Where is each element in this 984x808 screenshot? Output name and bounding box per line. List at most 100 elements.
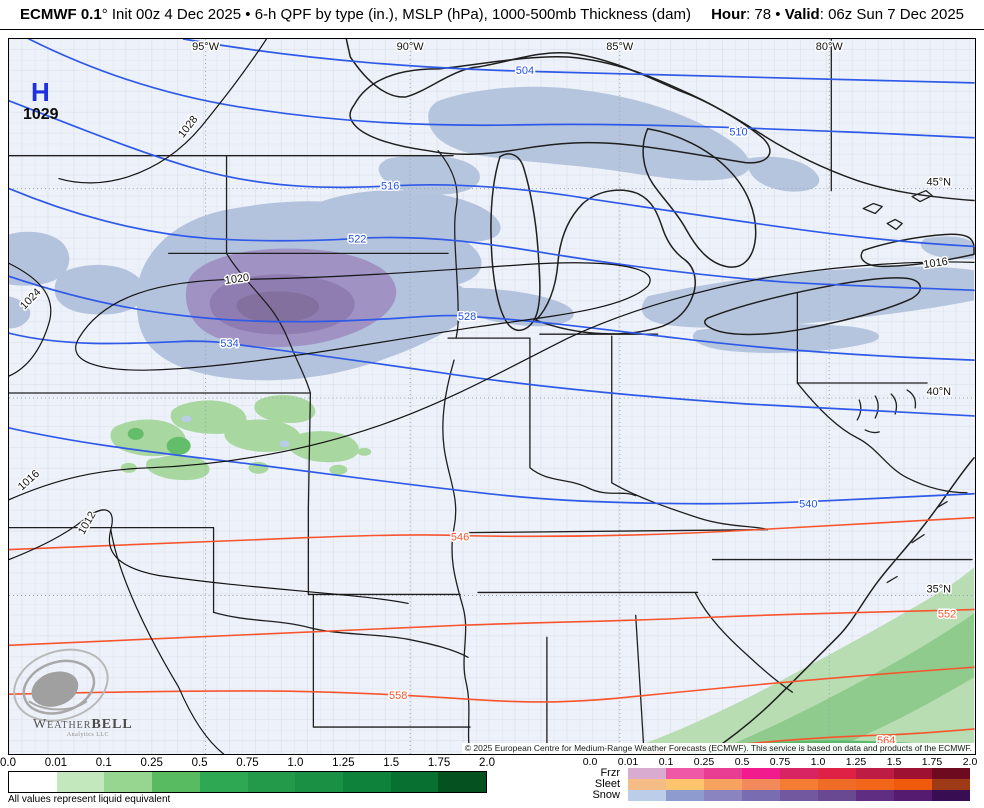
high-value: 1029 (23, 106, 59, 123)
type-color-cell (628, 790, 666, 801)
type-tick-label: 2.0 (962, 756, 978, 768)
type-row-label: Frzr (600, 767, 620, 779)
type-color-cell (742, 768, 780, 779)
contour-label-522: 522 (348, 233, 366, 245)
type-color-cell (856, 768, 894, 779)
high-pressure-marker: H 1029 (23, 79, 59, 123)
logo-text: WeatherBELL (33, 717, 133, 732)
weatherbell-logo: WeatherBELL Analytics LLC (13, 648, 133, 738)
latitude-label: 40°N (927, 386, 952, 398)
map-title-detail: ° Init 00z 4 Dec 2025 • 6-h QPF by type … (101, 6, 691, 23)
rain-tick-label: 0.75 (236, 757, 259, 769)
map-title: ECMWF 0.1° Init 00z 4 Dec 2025 • 6-h QPF… (20, 6, 691, 23)
type-tick-label: 0.1 (658, 756, 674, 768)
rain-tick-label: 1.25 (332, 757, 355, 769)
type-row: Frzr (560, 768, 978, 779)
county-grid (9, 39, 975, 754)
type-color-cell (666, 768, 704, 779)
type-color-cell (704, 768, 742, 779)
rain-color-cell (247, 772, 296, 792)
contour-label-516: 516 (381, 181, 399, 193)
type-tick-label: 0.01 (617, 756, 639, 768)
rain-color-cell (438, 772, 487, 792)
rain-tick-label: 0.1 (95, 757, 112, 769)
type-row-label: Snow (592, 789, 620, 801)
latitude-label: 35°N (927, 583, 952, 595)
type-color-cell (818, 768, 856, 779)
type-color-cell (628, 768, 666, 779)
contour-label-528: 528 (458, 311, 476, 323)
rain-shading (110, 282, 975, 754)
qpf-legend-types: 0.0 0.01 0.1 0.25 0.5 0.75 1.0 1.25 1.5 1.75 2.0 F… (560, 756, 978, 806)
type-tick-label: 1.75 (921, 756, 943, 768)
longitude-label: 80°W (816, 41, 844, 53)
type-color-cell (894, 790, 932, 801)
contour-label-546: 546 (451, 532, 469, 544)
weather-map: 504 510 516 522 528 534 540 546 552 558 564 1028 102… (8, 38, 976, 755)
longitude-label: 95°W (192, 41, 220, 53)
qpf-legend-rain: 0.0 0.01 0.1 0.25 0.5 0.75 1.0 1.25 1.5 1.75 2.0 A… (0, 757, 495, 807)
thickness-contours-blue (9, 39, 975, 505)
type-scale-ticks: 0.0 0.01 0.1 0.25 0.5 0.75 1.0 1.25 1.5 1.75 2.0 (560, 756, 978, 768)
type-color-cell (628, 779, 666, 790)
type-tick-label: 1.0 (810, 756, 826, 768)
type-row: Sleet (560, 779, 978, 790)
contour-label-510: 510 (729, 127, 747, 139)
geo-label-layer: 95°W 90°W 85°W 80°W 45°N 40°N 35°N (191, 39, 953, 596)
type-color-cell (780, 768, 818, 779)
type-color-cell (704, 779, 742, 790)
rain-color-cell (152, 772, 200, 792)
valid-time: Hour: 78 • Valid: 06z Sun 7 Dec 2025 (711, 6, 964, 23)
longitude-label: 90°W (397, 41, 425, 53)
copyright-notice: © 2025 European Centre for Medium-Range … (461, 743, 975, 754)
type-color-cell (856, 790, 894, 801)
type-color-cell (780, 790, 818, 801)
high-symbol: H (31, 79, 50, 107)
type-color-cell (818, 779, 856, 790)
rain-tick-label: 1.5 (383, 757, 400, 769)
type-color-cell (818, 790, 856, 801)
rain-color-cell (342, 772, 391, 792)
rain-color-cell (9, 772, 57, 792)
contour-label-1020: 1020 (224, 272, 250, 287)
graticule (9, 39, 975, 754)
rain-tick-label: 2.0 (479, 757, 495, 769)
type-color-cells (628, 768, 970, 779)
type-tick-label: 0.5 (734, 756, 750, 768)
type-color-cells (628, 779, 970, 790)
rain-tick-label: 0.0 (0, 757, 16, 769)
type-color-cell (856, 779, 894, 790)
rain-color-cell (199, 772, 248, 792)
map-canvas: 5045105165225285345405465525585641028102… (9, 39, 975, 754)
rain-color-bar (8, 771, 487, 793)
legend-note: All values represent liquid equivalent (8, 794, 171, 805)
type-color-cells (628, 790, 970, 801)
type-row-label: Sleet (594, 778, 620, 790)
rain-color-cell (56, 772, 105, 792)
type-tick-label: 1.25 (845, 756, 867, 768)
mslp-contours (9, 39, 975, 754)
latitude-label: 45°N (927, 177, 952, 189)
state-borders (9, 39, 975, 754)
title-bar: ECMWF 0.1° Init 00z 4 Dec 2025 • 6-h QPF… (0, 0, 984, 30)
contour-label-504: 504 (516, 65, 534, 77)
rain-tick-label: 0.01 (44, 757, 68, 769)
type-tick-label: 1.5 (886, 756, 902, 768)
rain-tick-label: 0.25 (140, 757, 163, 769)
thickness-contours-orange (9, 516, 975, 754)
type-color-cell (894, 779, 932, 790)
type-color-cell (742, 779, 780, 790)
longitude-label: 85°W (606, 41, 634, 53)
contour-label-1016: 1016 (923, 256, 949, 271)
valid-value: : 06z Sun 7 Dec 2025 (819, 6, 964, 23)
type-color-cell (666, 779, 704, 790)
logo-subtext: Analytics LLC (67, 732, 109, 738)
valid-label: Valid (784, 6, 820, 23)
type-scale-rows: Frzr Sleet Snow (560, 768, 978, 801)
rain-color-cell (295, 772, 343, 792)
type-color-cell (742, 790, 780, 801)
contour-label-534: 534 (220, 338, 238, 350)
rain-tick-label: 1.75 (427, 757, 451, 769)
type-color-cell (666, 790, 704, 801)
rain-tick-label: 1.0 (287, 757, 304, 769)
